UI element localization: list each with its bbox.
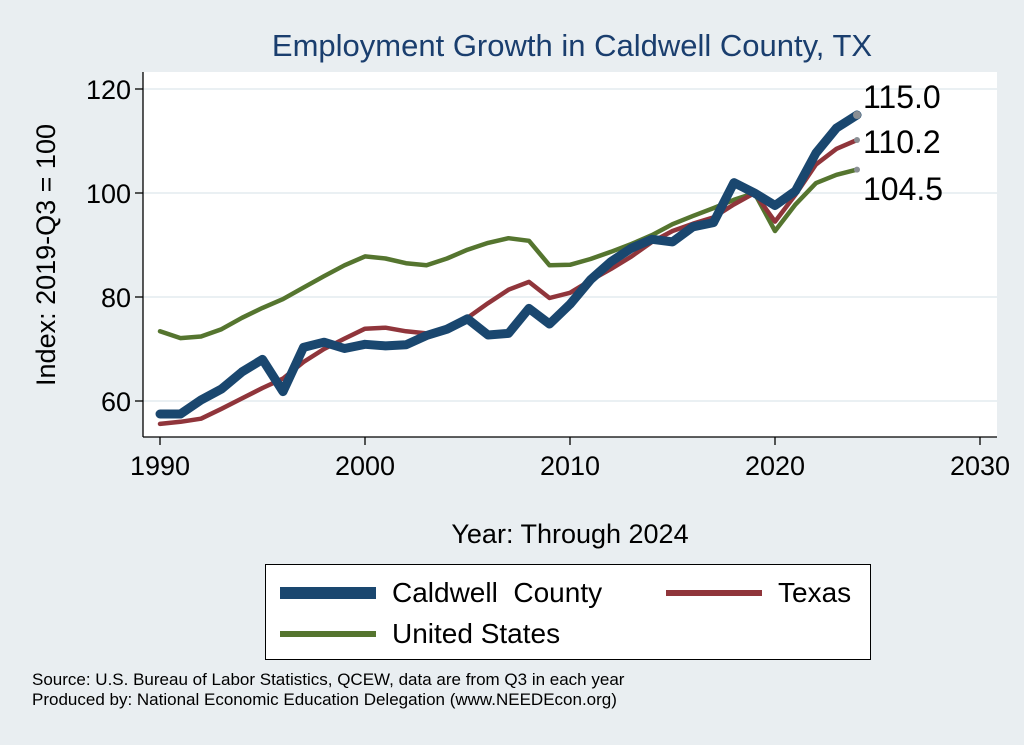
x-tick-label-1990: 1990: [130, 451, 190, 481]
legend-swatch-caldwell: [280, 587, 376, 599]
legend-label-us: United States: [392, 618, 561, 649]
legend-swatch-texas: [666, 590, 762, 596]
end-marker-texas: [854, 136, 860, 143]
y-tick-label-120: 120: [86, 75, 131, 105]
series-line-united-states: [157, 167, 860, 341]
source-note: Source: U.S. Bureau of Labor Statistics,…: [32, 670, 625, 689]
end-label-texas: 110.2: [863, 124, 941, 160]
end-marker-united-states: [854, 166, 860, 173]
x-axis-label: Year: Through 2024: [451, 519, 688, 549]
x-tick-label-2020: 2020: [745, 451, 805, 481]
legend-swatch-us: [280, 631, 376, 637]
producer-note: Produced by: National Economic Education…: [32, 690, 617, 709]
line-chart: 60 80 100 120 1990 2000 2010 2020 2030 115.0 110.…: [31, 28, 1010, 549]
chart-title: Employment Growth in Caldwell County, TX: [272, 28, 872, 63]
y-tick-label-60: 60: [101, 387, 131, 417]
chart-notes: Source: U.S. Bureau of Labor Statistics,…: [32, 670, 624, 710]
end-value-labels: 115.0 110.2 104.5: [863, 79, 943, 207]
y-tick-label-100: 100: [86, 179, 131, 209]
x-tick-label-2000: 2000: [335, 451, 395, 481]
legend-item-texas: Texas: [666, 577, 851, 609]
legend-label-texas: Texas: [778, 577, 852, 608]
series-lines: [155, 110, 862, 427]
legend: Caldwell County Texas United States: [265, 564, 871, 660]
end-label-caldwell-county: 115.0: [863, 79, 941, 115]
end-marker-caldwell-county: [853, 111, 861, 119]
x-tick-label-2030: 2030: [950, 451, 1010, 481]
legend-item-caldwell: Caldwell County: [280, 577, 602, 609]
legend-label-caldwell: Caldwell County: [392, 577, 603, 608]
end-label-united-states: 104.5: [863, 171, 943, 207]
x-tick-label-2010: 2010: [540, 451, 600, 481]
series-line-caldwell-county: [155, 110, 862, 419]
axes: 60 80 100 120 1990 2000 2010 2020 2030: [86, 72, 1010, 481]
y-axis-label: Index: 2019-Q3 = 100: [31, 124, 61, 386]
y-tick-label-80: 80: [101, 283, 131, 313]
legend-item-us: United States: [280, 618, 560, 650]
